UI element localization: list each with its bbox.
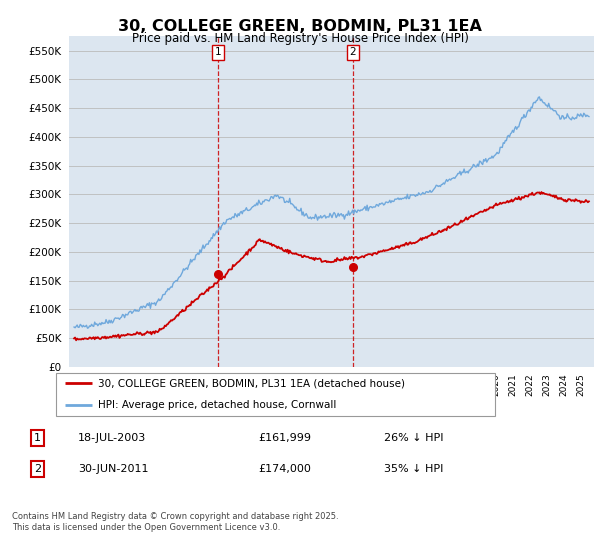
Text: 2: 2 bbox=[34, 464, 41, 474]
Text: 2: 2 bbox=[349, 48, 356, 58]
Text: HPI: Average price, detached house, Cornwall: HPI: Average price, detached house, Corn… bbox=[98, 400, 337, 410]
FancyBboxPatch shape bbox=[56, 373, 495, 416]
Text: Price paid vs. HM Land Registry's House Price Index (HPI): Price paid vs. HM Land Registry's House … bbox=[131, 32, 469, 45]
Text: 30-JUN-2011: 30-JUN-2011 bbox=[78, 464, 149, 474]
Text: 18-JUL-2003: 18-JUL-2003 bbox=[78, 433, 146, 443]
Text: 35% ↓ HPI: 35% ↓ HPI bbox=[384, 464, 443, 474]
Text: £161,999: £161,999 bbox=[258, 433, 311, 443]
Text: Contains HM Land Registry data © Crown copyright and database right 2025.
This d: Contains HM Land Registry data © Crown c… bbox=[12, 512, 338, 532]
Text: 1: 1 bbox=[34, 433, 41, 443]
Text: £174,000: £174,000 bbox=[258, 464, 311, 474]
Text: 30, COLLEGE GREEN, BODMIN, PL31 1EA: 30, COLLEGE GREEN, BODMIN, PL31 1EA bbox=[118, 19, 482, 34]
Text: 26% ↓ HPI: 26% ↓ HPI bbox=[384, 433, 443, 443]
Text: 1: 1 bbox=[215, 48, 221, 58]
Text: 30, COLLEGE GREEN, BODMIN, PL31 1EA (detached house): 30, COLLEGE GREEN, BODMIN, PL31 1EA (det… bbox=[98, 378, 406, 388]
